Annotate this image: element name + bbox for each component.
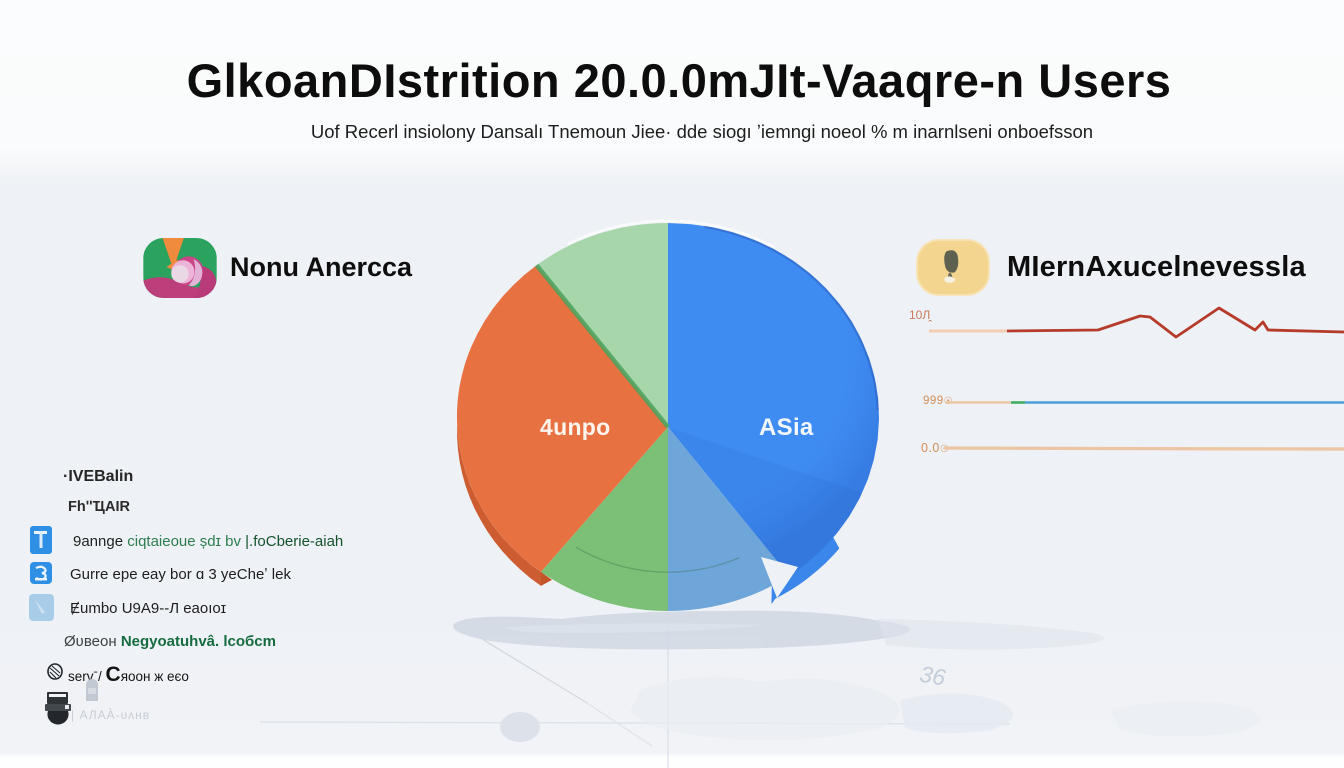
svg-text:36: 36 xyxy=(918,661,948,691)
svg-text:ASia: ASia xyxy=(759,414,814,441)
svg-text:4unpo: 4unpo xyxy=(540,414,611,440)
